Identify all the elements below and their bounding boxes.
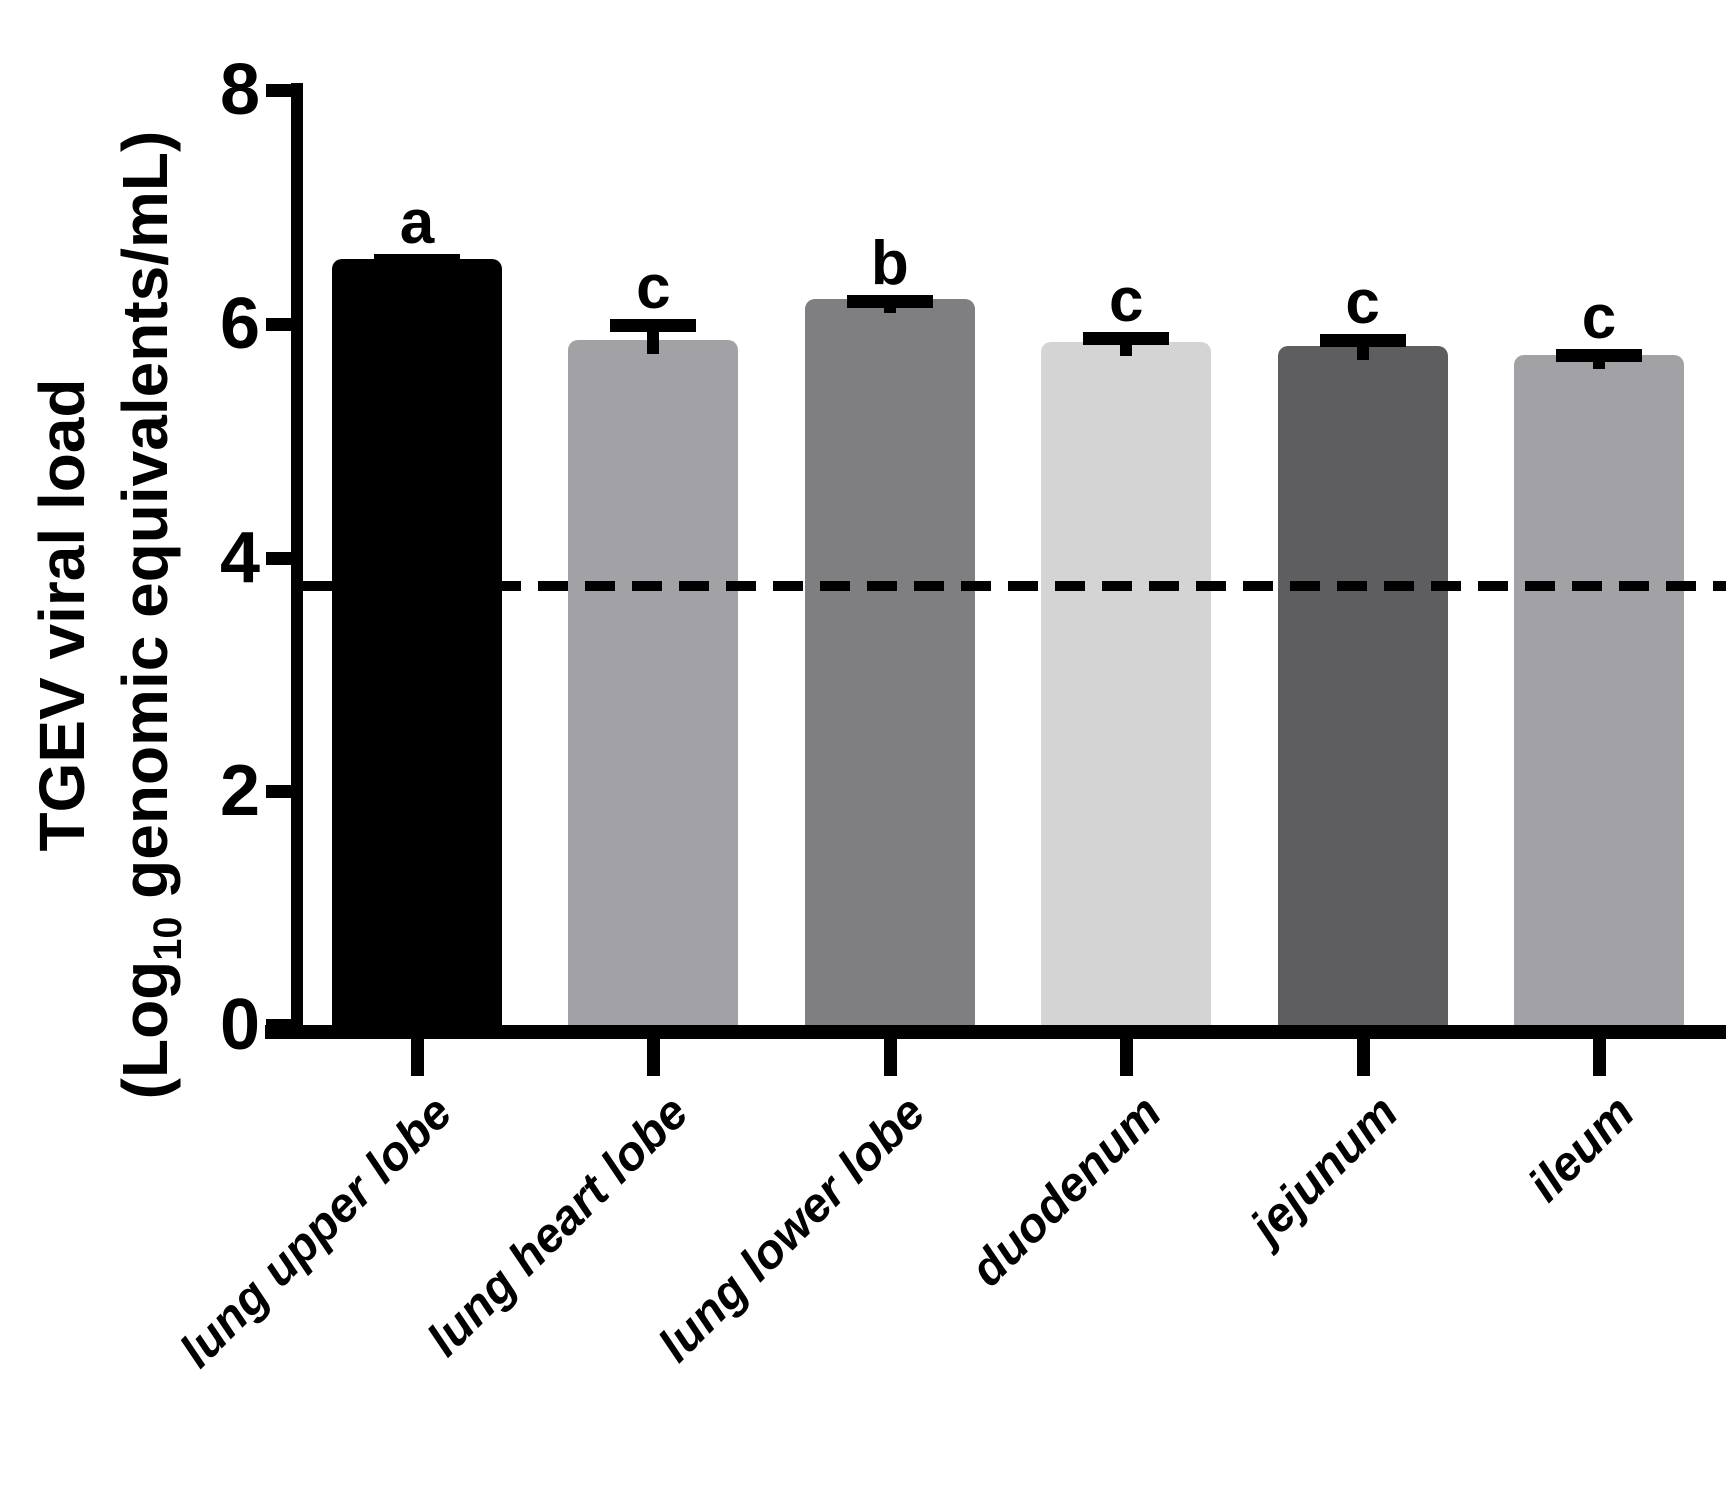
x-axis-label-lung-lower-lobe: lung lower lobe xyxy=(648,1085,936,1373)
y-axis-tick xyxy=(266,84,303,97)
bar-lung-upper-lobe xyxy=(332,259,502,1025)
y-axis-tick-label: 8 xyxy=(219,50,260,130)
y-axis-tick-label: 0 xyxy=(219,985,260,1065)
bar-lung-lower-lobe xyxy=(804,299,975,1025)
x-axis-tick xyxy=(1593,1039,1606,1076)
significance-letter: c xyxy=(1581,283,1617,353)
y-axis-title-line1: TGEV viral load xyxy=(26,378,99,852)
error-bar-cap xyxy=(1319,334,1406,348)
y-axis-title-line2-suffix: genomic equivalents/mL) xyxy=(109,130,182,917)
y-axis-tick xyxy=(266,551,303,565)
significance-letter: c xyxy=(1108,265,1144,335)
bar-jejunum xyxy=(1277,345,1448,1025)
x-axis-label-ileum: ileum xyxy=(1518,1085,1645,1213)
y-axis-tick xyxy=(266,785,303,799)
y-axis-tick-label: 2 xyxy=(219,751,260,832)
bar-ileum xyxy=(1514,355,1684,1025)
y-axis-title: TGEV viral load (Log10 genomic equivalen… xyxy=(21,131,195,1100)
x-axis-label-lung-upper-lobe: lung upper lobe xyxy=(170,1085,463,1378)
x-axis-label-lung-heart-lobe: lung heart lobe xyxy=(418,1085,699,1367)
y-axis-tick xyxy=(266,317,303,331)
error-bar-cap xyxy=(374,253,460,267)
error-bar-cap xyxy=(610,319,697,333)
x-axis-tick xyxy=(647,1039,661,1076)
y-axis-tick-label: 4 xyxy=(219,517,260,598)
x-axis-tick xyxy=(1356,1039,1370,1076)
bar-lung-heart-lobe xyxy=(568,340,739,1025)
detection-limit-dashed-line xyxy=(303,580,1726,591)
significance-letter: b xyxy=(870,228,909,298)
y-axis-title-line2: (Log10 genomic equivalents/mL) xyxy=(104,131,194,1100)
x-axis-label-jejunum: jejunum xyxy=(1240,1085,1408,1254)
x-axis-tick xyxy=(1120,1039,1134,1076)
significance-letter: c xyxy=(636,253,671,323)
significance-letter: c xyxy=(1345,268,1380,338)
y-axis-title-line2-prefix: (Log xyxy=(109,960,182,1100)
y-axis-title-log-subscript: 10 xyxy=(146,916,191,961)
error-bar-cap xyxy=(1556,349,1642,363)
error-bar-cap xyxy=(1083,331,1170,345)
bar-duodenum xyxy=(1041,342,1212,1025)
x-axis-label-duodenum: duodenum xyxy=(960,1085,1172,1297)
x-axis-line xyxy=(265,1025,1726,1039)
y-axis-tick-label: 6 xyxy=(219,283,260,364)
error-bar-cap xyxy=(846,294,933,308)
x-axis-tick xyxy=(411,1039,424,1076)
y-axis-tick xyxy=(266,1019,303,1032)
x-axis-tick xyxy=(883,1039,897,1076)
significance-letter: a xyxy=(399,187,435,257)
